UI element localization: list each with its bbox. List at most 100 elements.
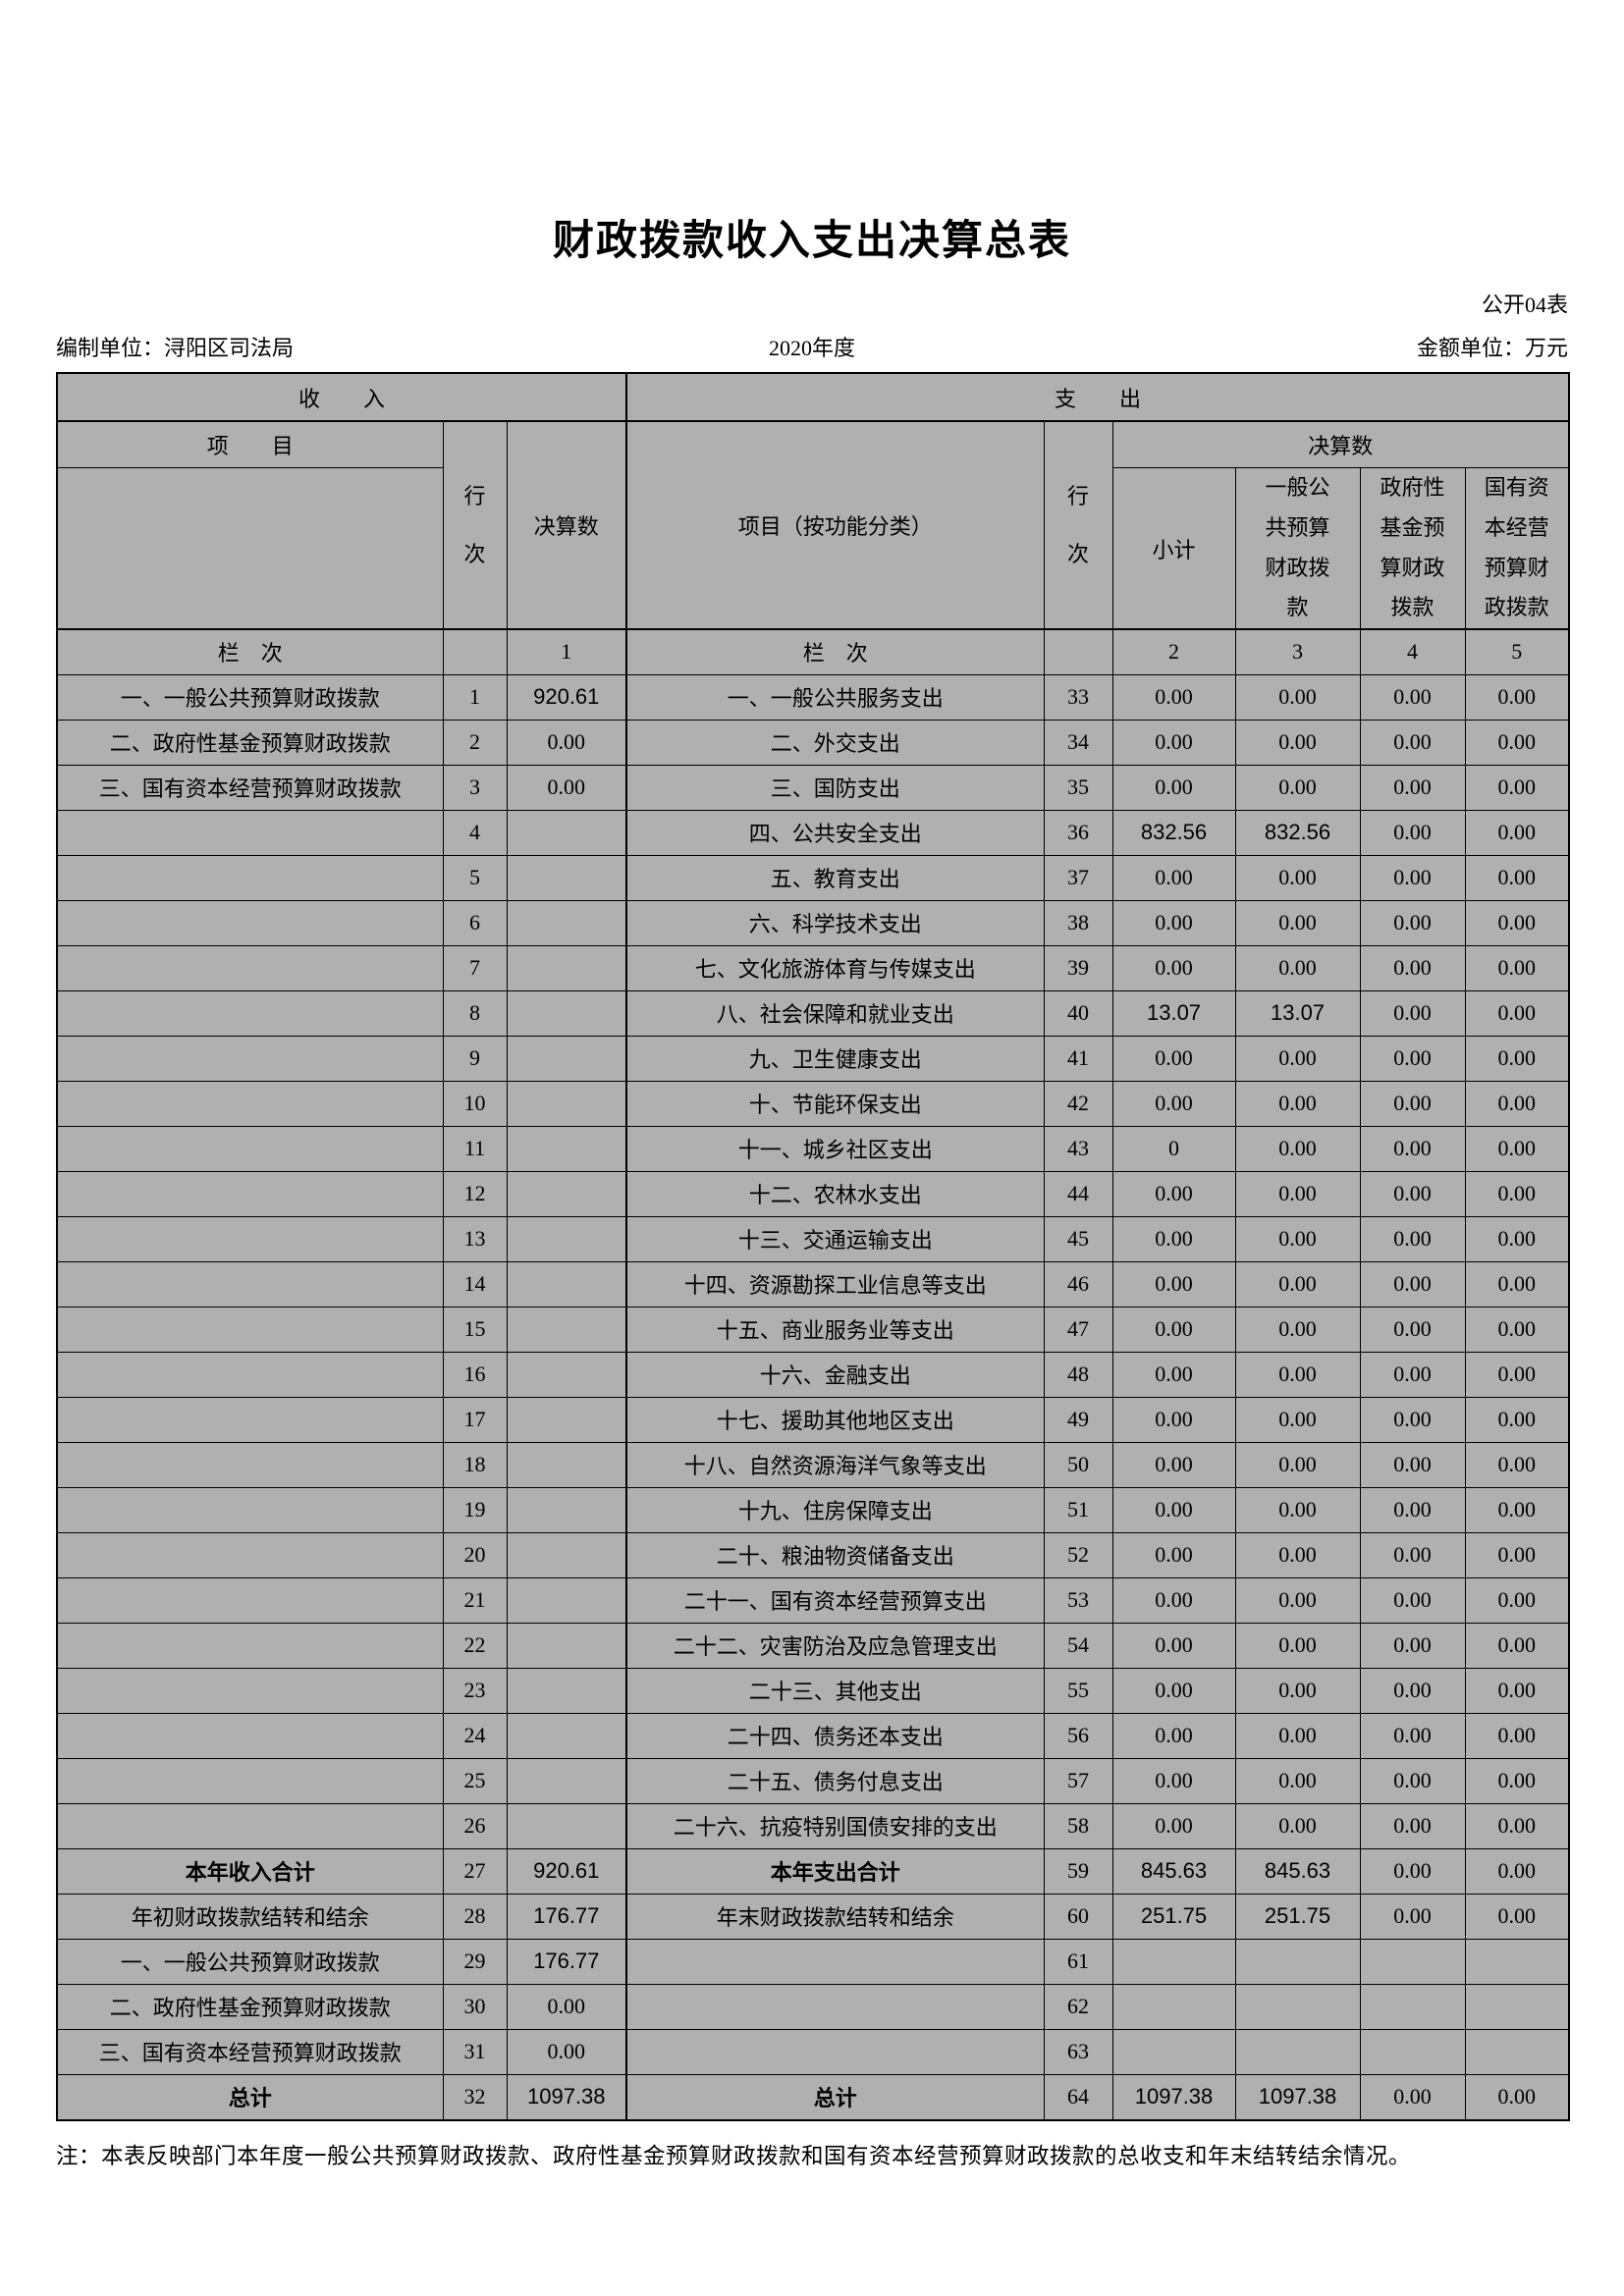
- expense-item-cell: 十九、住房保障支出: [625, 1486, 1045, 1533]
- expense-govfund-cell: 0.00: [1359, 944, 1466, 991]
- table-row: 20 二十、粮油物资储备支出 52 0.00 0.00 0.00 0.00: [56, 1531, 1570, 1578]
- income-line-cell: 6: [442, 899, 508, 946]
- expense-general-cell: 0.00: [1234, 764, 1361, 811]
- table-row: 7 七、文化旅游体育与传媒支出 39 0.00 0.00 0.00 0.00: [56, 944, 1570, 991]
- income-amount-cell: 176.77: [506, 1893, 627, 1940]
- income-amount-cell: [506, 1125, 627, 1172]
- income-line-cell: 7: [442, 944, 508, 991]
- expense-govfund-cell: 0.00: [1359, 1080, 1466, 1127]
- expense-line-cell: 33: [1043, 673, 1113, 721]
- expense-govfund-cell: 0.00: [1359, 719, 1466, 766]
- expense-line-cell: 51: [1043, 1486, 1113, 1533]
- income-col-index-label: 栏 次: [56, 627, 444, 675]
- col-index-4: 4: [1359, 627, 1466, 675]
- expense-item-cell: 十二、农林水支出: [625, 1170, 1045, 1217]
- expense-line-cell: 34: [1043, 719, 1113, 766]
- table-row: 一、一般公共预算财政拨款 29 176.77 61: [56, 1938, 1570, 1985]
- expense-subtotal-cell: 0.00: [1111, 1215, 1236, 1262]
- income-item-cell: [56, 1757, 444, 1804]
- income-line-cell: 20: [442, 1531, 508, 1578]
- expense-general-cell: 0.00: [1234, 673, 1361, 721]
- expense-capital-cell: 0.00: [1464, 899, 1570, 946]
- expense-subtotal-cell: 0.00: [1111, 673, 1236, 721]
- income-item-cell: 本年收入合计: [56, 1847, 444, 1895]
- income-line-cell: 11: [442, 1125, 508, 1172]
- expense-item-cell: 二十四、债务还本支出: [625, 1712, 1045, 1759]
- expense-line-cell: 43: [1043, 1125, 1113, 1172]
- income-line-col-index: [442, 627, 508, 675]
- expense-capital-cell: 0.00: [1464, 1667, 1570, 1714]
- table-row: 6 六、科学技术支出 38 0.00 0.00 0.00 0.00: [56, 899, 1570, 946]
- expense-capital-cell: 0.00: [1464, 1170, 1570, 1217]
- income-line-cell: 12: [442, 1170, 508, 1217]
- expense-line-no-header: 行次: [1043, 420, 1113, 630]
- expense-general-cell: 0.00: [1234, 1802, 1361, 1849]
- expense-item-cell: 二十五、债务付息支出: [625, 1757, 1045, 1804]
- income-amount-cell: [506, 1260, 627, 1308]
- income-amount-cell: [506, 1576, 627, 1624]
- income-amount-cell: [506, 944, 627, 991]
- table-row: 5 五、教育支出 37 0.00 0.00 0.00 0.00: [56, 854, 1570, 901]
- expense-subtotal-cell: 0.00: [1111, 1802, 1236, 1849]
- income-line-cell: 25: [442, 1757, 508, 1804]
- expense-subtotal-cell: 0.00: [1111, 1170, 1236, 1217]
- income-amount-cell: 0.00: [506, 2028, 627, 2075]
- income-item-cell: [56, 1215, 444, 1262]
- expense-subtotal-cell: 0.00: [1111, 1035, 1236, 1082]
- income-amount-cell: [506, 1757, 627, 1804]
- expense-subtotal-cell: 13.07: [1111, 989, 1236, 1037]
- expense-line-cell: 35: [1043, 764, 1113, 811]
- table-row: 17 十七、援助其他地区支出 49 0.00 0.00 0.00 0.00: [56, 1396, 1570, 1443]
- expense-capital-cell: 0.00: [1464, 1531, 1570, 1578]
- income-line-cell: 3: [442, 764, 508, 811]
- income-line-cell: 18: [442, 1441, 508, 1488]
- expense-govfund-cell: 0.00: [1359, 1125, 1466, 1172]
- income-amount-cell: 176.77: [506, 1938, 627, 1985]
- income-amount-cell: [506, 1080, 627, 1127]
- expense-subtotal-cell: 0.00: [1111, 1306, 1236, 1353]
- expense-capital-cell: 0.00: [1464, 2073, 1570, 2121]
- expense-capital-cell: 0.00: [1464, 1351, 1570, 1398]
- expense-govfund-cell: 0.00: [1359, 854, 1466, 901]
- expense-line-cell: 54: [1043, 1622, 1113, 1669]
- income-amount-cell: 0.00: [506, 764, 627, 811]
- subtotal-header: 小计: [1111, 467, 1236, 630]
- expense-capital-cell: 0.00: [1464, 1125, 1570, 1172]
- income-amount-cell: [506, 989, 627, 1037]
- expense-general-cell: 0.00: [1234, 1125, 1361, 1172]
- income-item-cell: [56, 1486, 444, 1533]
- expense-item-cell: 总计: [625, 2073, 1045, 2121]
- expense-item-cell: [625, 1983, 1045, 2030]
- gov-fund-header: 政府性基金预算财政拨款: [1359, 467, 1466, 630]
- income-amount-cell: [506, 1306, 627, 1353]
- expense-subtotal-cell: 0.00: [1111, 854, 1236, 901]
- income-line-cell: 17: [442, 1396, 508, 1443]
- expense-capital-cell: 0.00: [1464, 1396, 1570, 1443]
- income-item-cell: [56, 1396, 444, 1443]
- expense-govfund-cell: 0.00: [1359, 1396, 1466, 1443]
- expense-capital-cell: 0.00: [1464, 1306, 1570, 1353]
- table-row: 8 八、社会保障和就业支出 40 13.07 13.07 0.00 0.00: [56, 989, 1570, 1037]
- expense-item-cell: 一、一般公共服务支出: [625, 673, 1045, 721]
- income-amount-cell: [506, 1486, 627, 1533]
- expense-general-cell: 1097.38: [1234, 2073, 1361, 2121]
- column-header-row-1: 项 目 行次 决算数 项目（按功能分类） 行次 决算数: [56, 420, 1570, 630]
- expense-item-cell: 五、教育支出: [625, 854, 1045, 901]
- expense-item-cell: 二十、粮油物资储备支出: [625, 1531, 1045, 1578]
- expense-item-cell: 七、文化旅游体育与传媒支出: [625, 944, 1045, 991]
- expense-subtotal-cell: [1111, 2028, 1236, 2075]
- table-row: 二、政府性基金预算财政拨款 30 0.00 62: [56, 1983, 1570, 2030]
- income-line-no-header: 行次: [442, 420, 508, 630]
- income-item-cell: [56, 1622, 444, 1669]
- expense-capital-cell: 0.00: [1464, 1215, 1570, 1262]
- income-amount-cell: [506, 1712, 627, 1759]
- col-index-3: 3: [1234, 627, 1361, 675]
- expense-line-cell: 36: [1043, 809, 1113, 856]
- expense-capital-cell: 0.00: [1464, 1893, 1570, 1940]
- income-line-cell: 5: [442, 854, 508, 901]
- expense-item-cell: 十、节能环保支出: [625, 1080, 1045, 1127]
- expense-item-cell: 九、卫生健康支出: [625, 1035, 1045, 1082]
- income-item-cell: 二、政府性基金预算财政拨款: [56, 719, 444, 766]
- footnote: 注：本表反映部门本年度一般公共预算财政拨款、政府性基金预算财政拨款和国有资本经营…: [56, 2143, 1412, 2168]
- expense-capital-cell: 0.00: [1464, 809, 1570, 856]
